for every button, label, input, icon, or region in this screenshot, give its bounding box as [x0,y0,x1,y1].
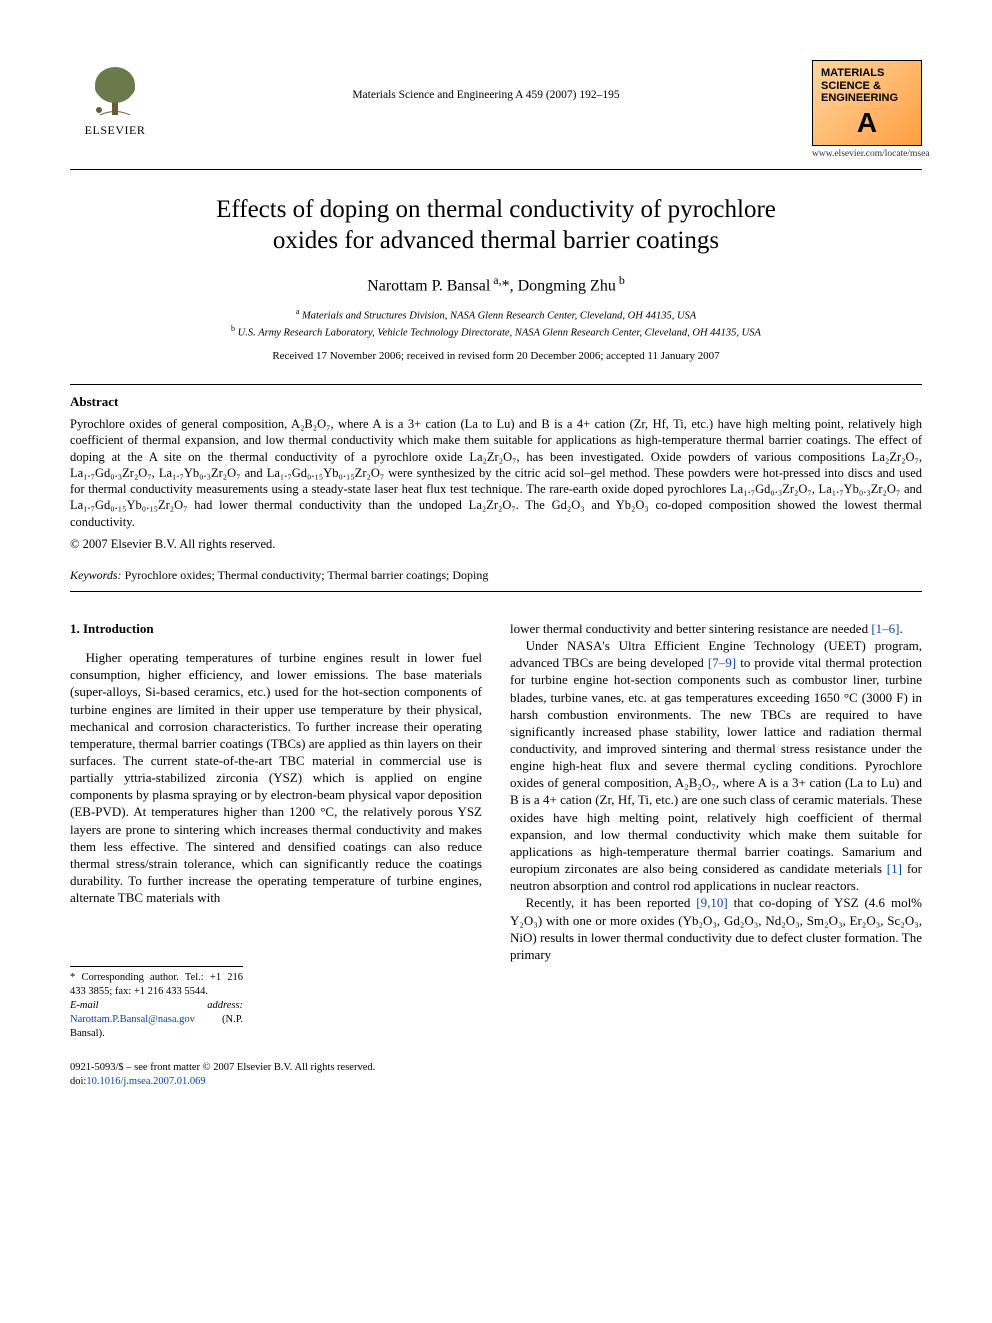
col2-para-1: lower thermal conductivity and better si… [510,620,922,637]
publisher-block: ELSEVIER [70,60,160,138]
keywords-label: Keywords: [70,568,122,582]
journal-reference: Materials Science and Engineering A 459 … [160,60,812,104]
abstract-text: Pyrochlore oxides of general composition… [70,416,922,530]
page-footer: 0921-5093/$ – see front matter © 2007 El… [70,1061,922,1089]
ref-1-6[interactable]: [1–6] [871,621,899,636]
keywords-text: Pyrochlore oxides; Thermal conductivity;… [125,568,489,582]
article-dates: Received 17 November 2006; received in r… [70,349,922,364]
col2-para-3: Recently, it has been reported [9,10] th… [510,894,922,963]
col2-para-2: Under NASA's Ultra Efficient Engine Tech… [510,637,922,894]
ref-7-9[interactable]: [7–9] [708,655,736,670]
affiliations: a Materials and Structures Division, NAS… [70,307,922,340]
elsevier-tree-icon [85,60,145,120]
journal-logo-letter: A [821,107,913,139]
abstract-bottom-rule [70,591,922,592]
footnotes: * Corresponding author. Tel.: +1 216 433… [70,966,243,1040]
footer-copyright: 0921-5093/$ – see front matter © 2007 El… [70,1061,922,1075]
journal-logo-block: MATERIALS SCIENCE & ENGINEERING A www.el… [812,60,922,161]
abstract-heading: Abstract [70,393,922,411]
journal-logo-text: MATERIALS SCIENCE & ENGINEERING [821,67,898,104]
column-left: 1. Introduction Higher operating tempera… [70,620,482,1041]
body-columns: 1. Introduction Higher operating tempera… [70,620,922,1041]
article-title: Effects of doping on thermal conductivit… [120,194,872,257]
doi-link[interactable]: 10.1016/j.msea.2007.01.069 [86,1076,205,1087]
header-rule [70,169,922,170]
email-label: E-mail address: [70,1000,243,1011]
abstract-copyright: © 2007 Elsevier B.V. All rights reserved… [70,536,922,553]
ref-9-10[interactable]: [9,10] [696,895,727,910]
corresponding-author: * Corresponding author. Tel.: +1 216 433… [70,971,243,999]
journal-logo: MATERIALS SCIENCE & ENGINEERING A [812,60,922,146]
column-right: lower thermal conductivity and better si… [510,620,922,1041]
affiliation-a: Materials and Structures Division, NASA … [302,311,696,322]
section-1-heading: 1. Introduction [70,620,482,637]
title-line2: oxides for advanced thermal barrier coat… [273,227,719,254]
author-email-link[interactable]: Narottam.P.Bansal@nasa.gov [70,1014,195,1025]
title-line1: Effects of doping on thermal conductivit… [216,196,776,223]
authors: Narottam P. Bansal a,*, Dongming Zhu b [70,272,922,297]
keywords: Keywords: Pyrochlore oxides; Thermal con… [70,567,922,583]
ref-1[interactable]: [1] [887,861,902,876]
abstract-top-rule [70,384,922,385]
page-header: ELSEVIER Materials Science and Engineeri… [70,60,922,161]
affiliation-b: U.S. Army Research Laboratory, Vehicle T… [238,328,761,339]
footer-doi: doi:10.1016/j.msea.2007.01.069 [70,1075,922,1089]
publisher-name: ELSEVIER [85,122,146,138]
email-line: E-mail address: Narottam.P.Bansal@nasa.g… [70,999,243,1041]
journal-url: www.elsevier.com/locate/msea [812,148,922,161]
col1-para-1: Higher operating temperatures of turbine… [70,649,482,906]
